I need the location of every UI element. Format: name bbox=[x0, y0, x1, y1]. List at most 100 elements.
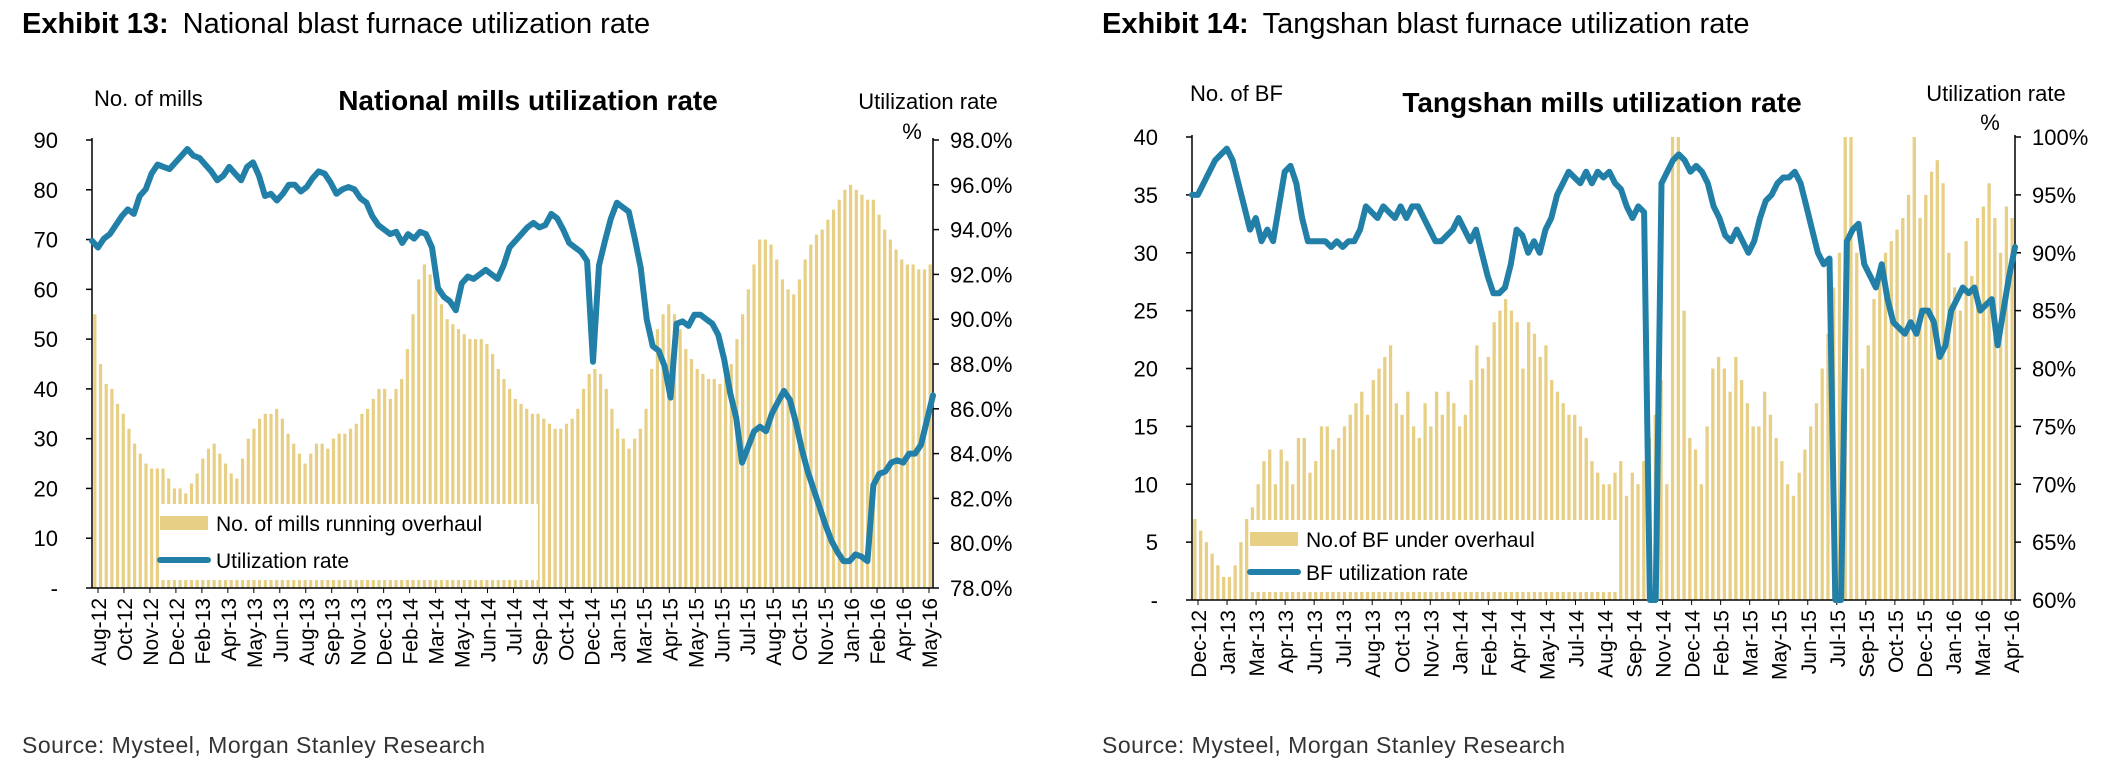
x-tick-label: Jun-13 bbox=[1304, 610, 1327, 674]
right-axis-label: Utilization rate bbox=[858, 89, 997, 114]
x-tick-label: Jun-15 bbox=[1798, 610, 1821, 674]
bar bbox=[752, 264, 756, 588]
x-tick-label: Oct-15 bbox=[1885, 610, 1908, 673]
bar bbox=[1751, 426, 1755, 601]
bar bbox=[1325, 426, 1329, 601]
bar bbox=[434, 289, 438, 588]
x-tick-label: Jun-15 bbox=[711, 598, 734, 662]
bar bbox=[1797, 472, 1801, 600]
x-tick-label: Jan-14 bbox=[1449, 610, 1472, 675]
x-tick-label: May-16 bbox=[919, 598, 942, 668]
left-axis-label: No. of BF bbox=[1190, 81, 1283, 106]
bar bbox=[866, 199, 870, 589]
x-tick-label: May-13 bbox=[244, 598, 267, 668]
left-tick-label: 50 bbox=[34, 327, 58, 352]
legend-bar-label: No.of BF under overhaul bbox=[1306, 529, 1535, 552]
bar bbox=[718, 383, 722, 588]
bar bbox=[883, 229, 887, 588]
bar bbox=[888, 239, 892, 588]
bar bbox=[1469, 380, 1473, 600]
bar bbox=[1360, 391, 1364, 600]
bar bbox=[1388, 345, 1393, 600]
bar bbox=[417, 279, 421, 588]
bar bbox=[121, 413, 125, 588]
right-tick-label: 90.0% bbox=[950, 307, 1012, 332]
x-tick-label: Jan-16 bbox=[1943, 610, 1966, 674]
bar bbox=[468, 339, 472, 588]
x-tick-label: Feb-14 bbox=[400, 598, 423, 665]
source-note: Source: Mysteel, Morgan Stanley Research bbox=[22, 732, 486, 758]
bar bbox=[1302, 437, 1306, 600]
bar bbox=[650, 368, 654, 588]
bar bbox=[604, 388, 608, 588]
bar bbox=[144, 463, 148, 588]
x-tick-label: Jul-15 bbox=[1827, 610, 1850, 667]
bar bbox=[1826, 333, 1830, 600]
bar bbox=[1901, 218, 1905, 600]
bar bbox=[462, 334, 466, 588]
bar bbox=[263, 413, 267, 588]
x-tick-label: Sep-14 bbox=[1624, 610, 1647, 678]
bar bbox=[553, 428, 557, 588]
bar bbox=[576, 408, 580, 588]
bar bbox=[581, 388, 586, 588]
bar bbox=[701, 373, 705, 588]
bar bbox=[1803, 449, 1807, 600]
legend-box bbox=[1250, 520, 1618, 592]
x-tick-label: Mar-15 bbox=[1740, 610, 1763, 677]
bar bbox=[1400, 414, 1404, 600]
bar bbox=[684, 349, 688, 588]
bar bbox=[792, 294, 796, 588]
bar bbox=[502, 378, 506, 588]
left-tick-label: 35 bbox=[1134, 183, 1158, 208]
bar bbox=[1947, 252, 1951, 600]
bar bbox=[587, 373, 591, 588]
bar bbox=[928, 264, 932, 588]
bar bbox=[525, 408, 529, 588]
bar bbox=[473, 339, 478, 588]
right-tick-label: 100% bbox=[2032, 125, 2088, 150]
x-tick-label: Aug-14 bbox=[1595, 610, 1618, 678]
bar bbox=[871, 199, 875, 589]
bar bbox=[786, 289, 790, 588]
bar bbox=[110, 388, 114, 588]
bar bbox=[485, 344, 489, 588]
bar bbox=[1239, 542, 1243, 601]
bar bbox=[1636, 484, 1640, 600]
bar bbox=[1567, 414, 1571, 600]
bar bbox=[1578, 426, 1583, 601]
x-tick-label: Jun-13 bbox=[270, 598, 293, 662]
bar bbox=[911, 264, 915, 588]
left-tick-label: 40 bbox=[1134, 125, 1158, 150]
bar bbox=[508, 388, 512, 588]
right-tick-label: 90% bbox=[2032, 241, 2076, 266]
bar bbox=[1538, 356, 1542, 600]
left-tick-label: 90 bbox=[34, 128, 58, 153]
bar bbox=[735, 339, 739, 588]
bar bbox=[1486, 356, 1491, 600]
exhibit-number: Exhibit 14: bbox=[1102, 8, 1249, 40]
left-tick-label: 20 bbox=[1134, 357, 1158, 382]
bar bbox=[115, 403, 120, 588]
exhibit-13: Exhibit 13: National blast furnace utiliz… bbox=[0, 0, 1040, 778]
legend-line-label: BF utilization rate bbox=[1306, 562, 1468, 585]
bar bbox=[542, 418, 546, 588]
bar bbox=[1958, 310, 1962, 601]
bar bbox=[616, 428, 620, 588]
bar bbox=[1198, 530, 1203, 600]
bar bbox=[820, 229, 824, 588]
exhibit-title: Exhibit 14: Tangshan blast furnace utiliz… bbox=[1102, 8, 1750, 41]
bar bbox=[366, 408, 370, 588]
x-tick-label: Dec-12 bbox=[1188, 610, 1211, 678]
bar bbox=[712, 378, 716, 588]
bar bbox=[831, 209, 836, 588]
x-tick-label: May-15 bbox=[1769, 610, 1792, 680]
bar bbox=[1216, 565, 1220, 600]
bar bbox=[1377, 368, 1381, 600]
right-tick-label: 96.0% bbox=[950, 173, 1012, 198]
bar bbox=[104, 383, 108, 588]
bar bbox=[843, 189, 847, 588]
x-tick-label: Oct-13 bbox=[1391, 610, 1414, 673]
bar bbox=[1527, 322, 1531, 600]
legend-line-label: Utilization rate bbox=[216, 550, 349, 573]
